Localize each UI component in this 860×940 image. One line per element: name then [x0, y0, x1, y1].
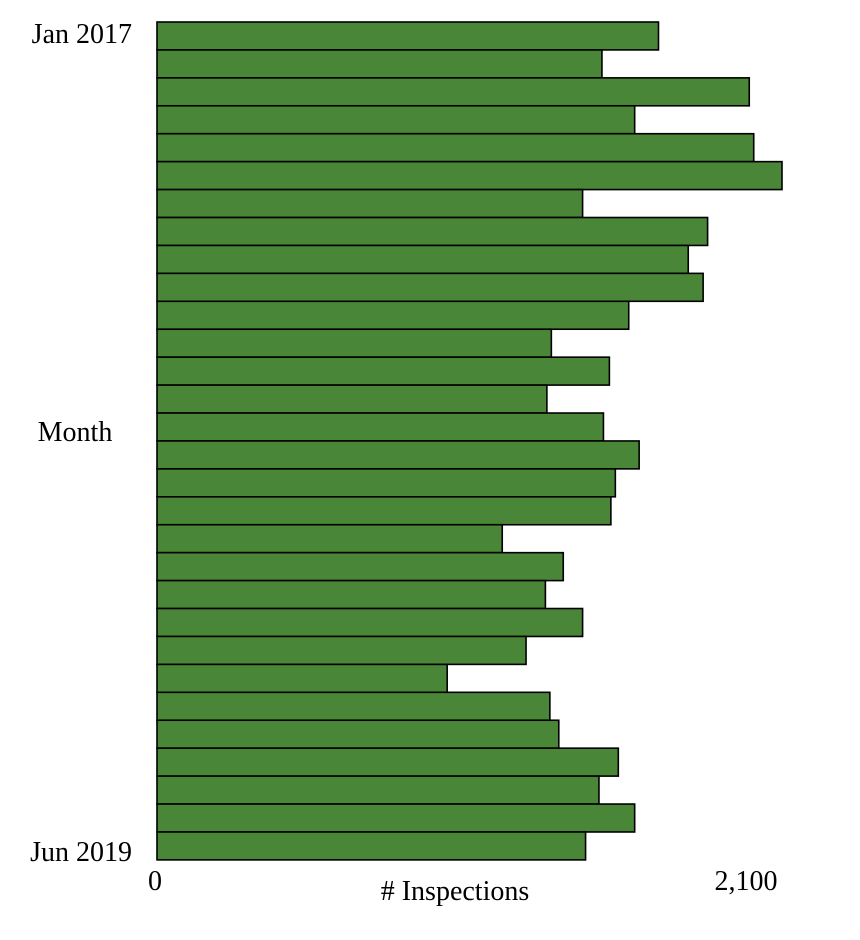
bar-apr-2019	[156, 775, 600, 805]
bar-jun-2018	[156, 496, 612, 526]
bar-may-2018	[156, 468, 617, 498]
bar-jan-2017	[156, 21, 660, 51]
bar-oct-2018	[156, 607, 584, 638]
bar-jan-2018	[156, 356, 611, 386]
x-tick-max: 2,100	[715, 866, 778, 897]
bar-feb-2017	[156, 49, 603, 79]
bar-sep-2018	[156, 579, 547, 610]
bar-feb-2018	[156, 384, 548, 414]
bar-aug-2018	[156, 551, 565, 582]
bar-nov-2017	[156, 300, 630, 331]
x-axis-title: # Inspections	[381, 876, 530, 907]
y-tick-first: Jan 2017	[32, 19, 132, 50]
bar-jun-2017	[156, 160, 783, 191]
bar-mar-2019	[156, 747, 620, 777]
bar-may-2019	[156, 803, 636, 833]
y-tick-last: Jun 2019	[30, 837, 132, 868]
x-tick-min: 0	[148, 866, 162, 897]
bar-may-2017	[156, 132, 755, 163]
bar-sep-2017	[156, 244, 690, 275]
bar-aug-2017	[156, 216, 709, 247]
bar-dec-2017	[156, 328, 553, 358]
bar-jul-2017	[156, 188, 584, 219]
bar-apr-2018	[156, 440, 640, 470]
bar-jul-2018	[156, 523, 504, 554]
bar-dec-2018	[156, 663, 448, 694]
bar-oct-2017	[156, 272, 704, 303]
bar-nov-2018	[156, 635, 527, 666]
bar-jan-2019	[156, 691, 551, 722]
bar-apr-2017	[156, 104, 636, 135]
bars-group	[156, 21, 783, 861]
bar-jun-2019	[156, 831, 587, 861]
y-axis-title: Month	[38, 417, 113, 448]
bar-feb-2019	[156, 719, 560, 749]
bar-mar-2017	[156, 77, 751, 107]
bar-mar-2018	[156, 412, 605, 442]
